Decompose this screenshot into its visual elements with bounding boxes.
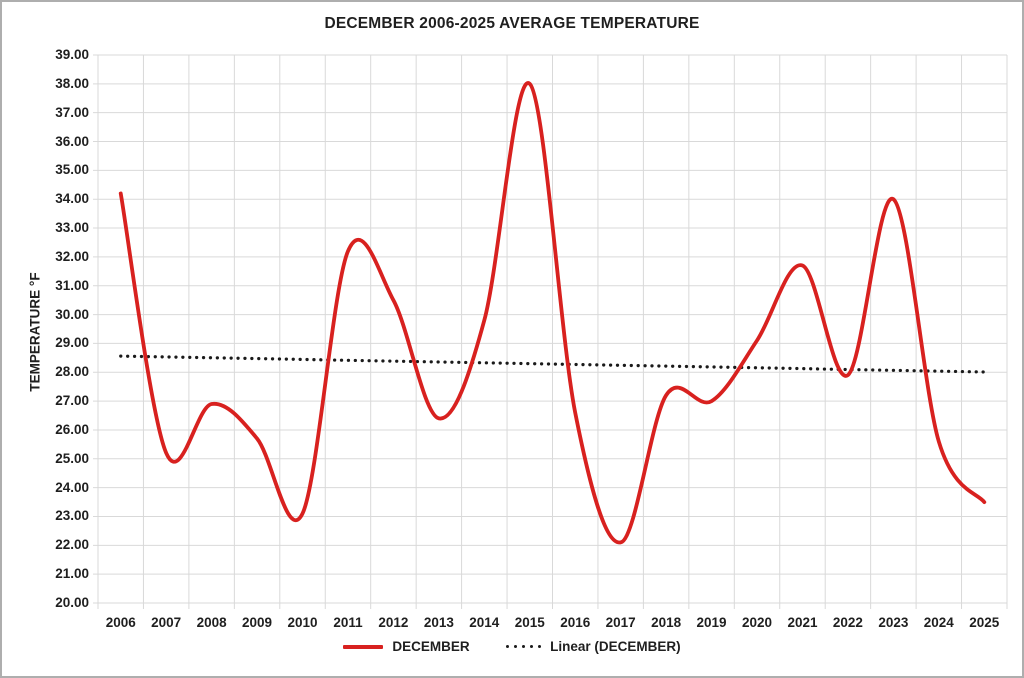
linear-trendline-path — [119, 354, 986, 374]
y-tick-label: 38.00 — [55, 75, 89, 91]
x-tick-label: 2025 — [969, 615, 1000, 630]
y-tick-label: 35.00 — [55, 162, 89, 178]
x-tick-label: 2010 — [287, 615, 318, 630]
x-tick-label: 2014 — [469, 615, 500, 630]
december-line-path — [118, 81, 987, 545]
y-tick-label: 33.00 — [55, 220, 89, 236]
legend-label-linear: Linear (DECEMBER) — [550, 639, 681, 654]
y-tick-label: 28.00 — [55, 364, 89, 380]
y-tick-label: 22.00 — [55, 537, 89, 553]
december-line-swatch — [343, 644, 384, 649]
y-tick-label: 27.00 — [55, 393, 89, 409]
y-tick-label: 34.00 — [55, 191, 89, 207]
y-tick-label: 39.00 — [55, 47, 89, 62]
x-tick-label: 2019 — [696, 615, 727, 630]
x-tick-label: 2007 — [151, 615, 182, 630]
x-tick-label: 2011 — [333, 615, 363, 630]
linear-dotted-swatch — [505, 644, 542, 649]
x-tick-label: 2021 — [787, 615, 818, 630]
y-tick-label: 30.00 — [55, 306, 89, 322]
x-tick-label: 2012 — [378, 615, 409, 630]
legend-item-december: DECEMBER — [343, 639, 470, 654]
y-tick-label: 36.00 — [55, 133, 89, 149]
y-tick-label: 24.00 — [55, 479, 89, 495]
x-tick-label: 2023 — [878, 615, 909, 630]
x-tick-label: 2016 — [560, 615, 591, 630]
y-tick-label: 29.00 — [55, 335, 89, 351]
x-tick-label: 2018 — [651, 615, 682, 630]
x-tick-label: 2015 — [514, 615, 545, 630]
legend-item-linear: Linear (DECEMBER) — [505, 639, 681, 654]
x-tick-label: 2020 — [741, 615, 773, 630]
y-tick-label: 25.00 — [55, 450, 89, 466]
x-tick-label: 2013 — [423, 615, 454, 630]
x-tick-label: 2008 — [196, 615, 227, 630]
x-tick-label: 2024 — [923, 615, 954, 630]
y-tick-label: 23.00 — [55, 508, 89, 524]
x-tick-label: 2006 — [105, 615, 136, 630]
y-tick-label: 26.00 — [55, 421, 89, 437]
y-tick-label: 31.00 — [55, 277, 89, 293]
x-tick-label: 2022 — [832, 615, 863, 630]
chart-title: DECEMBER 2006-2025 AVERAGE TEMPERATURE — [324, 15, 700, 32]
y-tick-label: 21.00 — [55, 566, 89, 582]
y-tick-label: 20.00 — [55, 595, 89, 610]
y-tick-label: 32.00 — [55, 248, 89, 264]
legend-label-december: DECEMBER — [392, 639, 470, 654]
legend: DECEMBER Linear (DECEMBER) — [2, 639, 1022, 654]
x-tick-label: 2009 — [242, 615, 273, 630]
y-tick-label: 37.00 — [55, 104, 89, 120]
x-tick-label: 2017 — [605, 615, 636, 630]
